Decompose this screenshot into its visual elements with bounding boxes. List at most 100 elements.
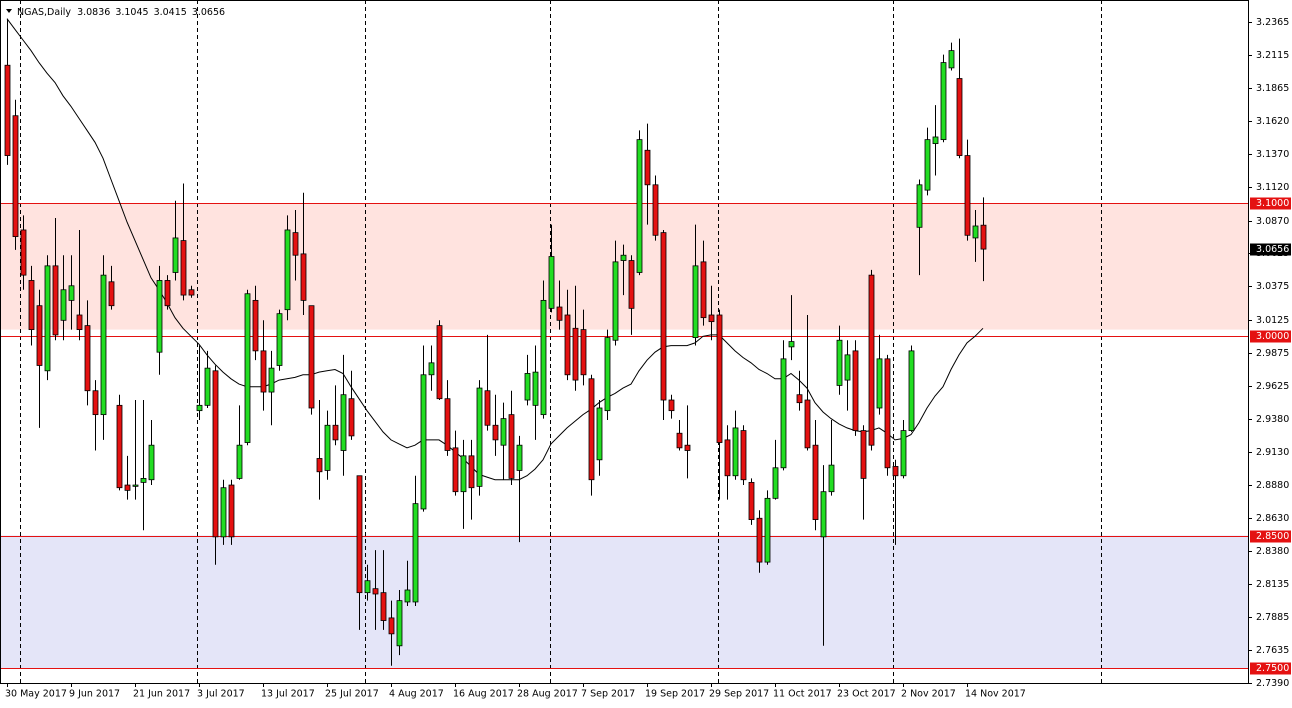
x-tick-label: 29 Sep 2017 [709,689,769,700]
candle-body-up [820,491,827,538]
candle-body-down [628,260,635,309]
x-tick-label: 3 Jul 2017 [197,689,245,700]
candle-body-up [596,407,603,461]
x-tick-label: 30 May 2017 [5,689,67,700]
menu-triangle[interactable] [6,9,12,13]
x-tick-label: 11 Oct 2017 [773,689,832,700]
candle-body-up [476,387,483,487]
price-label: 3.0656 [1256,244,1289,255]
candle-body-up [540,299,547,416]
candle-body-down [292,232,299,256]
y-tick-label: 2.9625 [1256,381,1289,392]
y-tick-label: 2.7635 [1256,645,1289,656]
candle-body-down [348,398,355,437]
candle-body-up [156,280,163,353]
candle-body-down [740,430,747,481]
y-tick-label: 3.1370 [1256,149,1289,160]
x-tick-label: 13 Jul 2017 [261,689,315,700]
candle-body-up [548,256,555,309]
candle-body-down [716,314,723,443]
candle-body-down [676,432,683,449]
candle-body-up [836,339,843,386]
zone [1,535,1248,669]
candle-body-up [412,503,419,603]
candle-body-down [644,149,651,186]
candle-body-up [460,455,467,493]
candle-body-up [972,225,979,239]
candle-body-down [684,444,691,451]
x-tick-label: 23 Oct 2017 [837,689,896,700]
candle-body-down [332,424,339,441]
candle-body-up [732,427,739,477]
candle-body-down [28,280,35,331]
candle-body-up [172,237,179,273]
candle-body-down [556,306,563,321]
y-tick-label: 2.8135 [1256,579,1289,590]
candle-body-down [980,224,987,250]
candle-body-up [68,285,75,301]
x-tick-label: 4 Aug 2017 [389,689,444,700]
candle-body-down [212,370,219,538]
candle-body-down [804,399,811,449]
y-tick-label: 2.8880 [1256,480,1289,491]
y-tick-label: 3.2115 [1256,50,1289,61]
zone-layer [1,203,1248,669]
candle-body-up [500,418,507,446]
plot-frame [0,0,1249,684]
candle-body-down [484,390,491,426]
candle-body-down [580,329,587,376]
candle-body-down [124,484,131,491]
x-tick-label: 2 Nov 2017 [901,689,956,700]
candle-body-up [636,139,643,273]
header-open: 3.0836 [77,7,110,18]
candle-body-down [892,466,899,477]
price-label-box [1250,243,1291,256]
candle-body-down [436,325,443,400]
candle-body-down [76,314,83,331]
candle-body-up [948,50,955,69]
candle-body-down [388,617,395,635]
candle-body-down [92,390,99,416]
candle-body-up [140,478,147,483]
level-label: 2.8500 [1256,531,1289,542]
candle-body-down [668,399,675,412]
candle-body-down [300,253,307,301]
candle-body-up [924,139,931,191]
candle-body-up [100,274,107,416]
candle-body-down [164,280,171,307]
candle-body-up [844,354,851,381]
y-tick-label: 3.0375 [1256,281,1289,292]
candle-body-up [620,254,627,261]
candle-body-up [236,444,243,479]
candle-body-down [652,184,659,236]
x-tick-label: 14 Nov 2017 [965,689,1026,700]
candle-body-down [4,64,11,156]
y-tick-label: 2.7390 [1256,678,1289,689]
candle-body-down [316,458,323,473]
y-tick-label: 3.0870 [1256,216,1289,227]
y-tick-label: 2.9875 [1256,348,1289,359]
candle-body-down [452,447,459,493]
moving-average [6,18,984,481]
candle-body-down [20,229,27,276]
candle-body-up [772,467,779,499]
candle-body-up [340,394,347,451]
candle-body-up [524,373,531,401]
x-tick-label: 28 Aug 2017 [517,689,578,700]
x-tick-label: 7 Sep 2017 [581,689,635,700]
candle-body-down [492,424,499,441]
level-label: 3.0000 [1256,331,1289,342]
candle-body-down [708,314,715,323]
candle-body-down [884,358,891,469]
candle-body-up [908,350,915,431]
candle-body-up [132,484,139,487]
level-label-box [1250,197,1291,210]
candle-body-down [308,305,315,409]
candle-body-up [828,464,835,493]
candle-body-down [180,240,187,296]
candle-body-down [964,155,971,236]
candle-body-up [604,337,611,412]
candle-body-up [148,444,155,481]
candle-body-down [660,232,667,401]
x-tick-label: 25 Jul 2017 [325,689,379,700]
